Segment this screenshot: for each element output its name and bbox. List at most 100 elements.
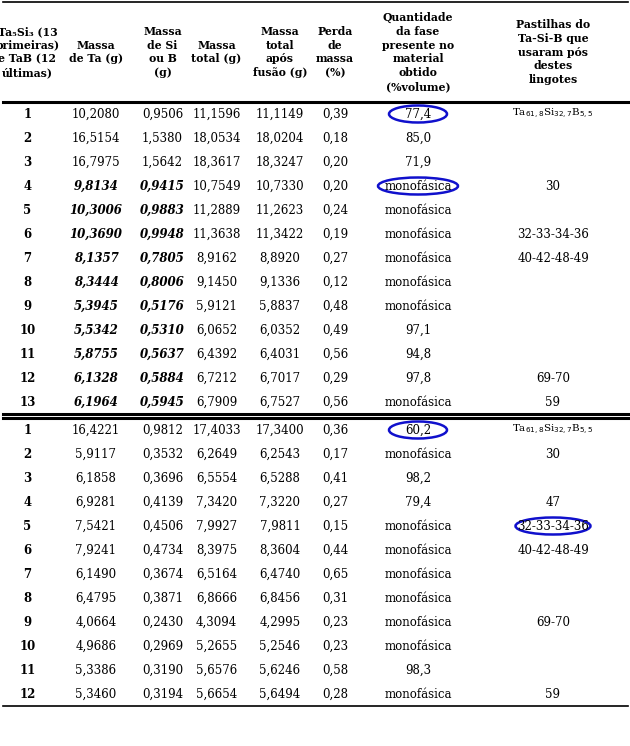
Text: 6,7527: 6,7527	[260, 395, 301, 409]
Text: 5,3460: 5,3460	[76, 688, 117, 700]
Text: 6,1328: 6,1328	[74, 372, 118, 384]
Text: Ta$_{61,8}$Si$_{32,7}$B$_{5,5}$: Ta$_{61,8}$Si$_{32,7}$B$_{5,5}$	[512, 423, 593, 437]
Text: 8,3444: 8,3444	[74, 275, 118, 289]
Text: 7,3220: 7,3220	[260, 495, 301, 509]
Text: 0,8006: 0,8006	[140, 275, 185, 289]
Text: monofásica: monofásica	[384, 448, 452, 460]
Text: 0,58: 0,58	[322, 663, 348, 677]
Text: 0,9812: 0,9812	[142, 424, 183, 436]
Text: 4,0664: 4,0664	[76, 615, 117, 628]
Text: 40-42-48-49: 40-42-48-49	[517, 544, 589, 557]
Text: monofásica: monofásica	[384, 251, 452, 265]
Text: 97,1: 97,1	[405, 324, 431, 336]
Text: 10,7330: 10,7330	[256, 180, 304, 192]
Text: Ta₅Si₃ (13
primeiras)
e TaB (12
últimas): Ta₅Si₃ (13 primeiras) e TaB (12 últimas)	[0, 26, 60, 78]
Text: 6,7017: 6,7017	[260, 372, 301, 384]
Text: 0,27: 0,27	[322, 251, 348, 265]
Text: 8,3975: 8,3975	[196, 544, 237, 557]
Text: 5,8755: 5,8755	[74, 348, 118, 360]
Text: 69-70: 69-70	[536, 372, 570, 384]
Text: 0,3190: 0,3190	[142, 663, 183, 677]
Text: 5,3386: 5,3386	[76, 663, 117, 677]
Text: 0,2430: 0,2430	[142, 615, 183, 628]
Text: 6,0352: 6,0352	[260, 324, 301, 336]
Text: 6,1858: 6,1858	[76, 471, 117, 484]
Text: Pastilhas do
Ta-Si-B que
usaram pós
destes
lingotes: Pastilhas do Ta-Si-B que usaram pós dest…	[516, 19, 590, 85]
Text: 32-33-34-36: 32-33-34-36	[517, 519, 589, 533]
Text: 0,23: 0,23	[322, 615, 348, 628]
Text: 0,39: 0,39	[322, 107, 348, 121]
Text: Quantidade
da fase
presente no
material
obtido
(%volume): Quantidade da fase presente no material …	[382, 12, 454, 92]
Text: 69-70: 69-70	[536, 615, 570, 628]
Text: 6,2543: 6,2543	[260, 448, 301, 460]
Text: 0,41: 0,41	[322, 471, 348, 484]
Text: 8,8920: 8,8920	[260, 251, 301, 265]
Text: 0,2969: 0,2969	[142, 639, 183, 653]
Text: 0,65: 0,65	[322, 568, 348, 580]
Text: 2: 2	[23, 448, 32, 460]
Text: 0,3696: 0,3696	[142, 471, 183, 484]
Text: 10: 10	[20, 324, 36, 336]
Text: 7: 7	[23, 568, 32, 580]
Text: monofásica: monofásica	[384, 592, 452, 604]
Text: 5,6246: 5,6246	[260, 663, 301, 677]
Text: 0,4506: 0,4506	[142, 519, 183, 533]
Text: 97,8: 97,8	[405, 372, 431, 384]
Text: 0,36: 0,36	[322, 424, 348, 436]
Text: 4,2995: 4,2995	[260, 615, 301, 628]
Text: 7: 7	[23, 251, 32, 265]
Text: 0,5945: 0,5945	[140, 395, 185, 409]
Text: 32-33-34-36: 32-33-34-36	[517, 228, 589, 240]
Text: 0,20: 0,20	[322, 180, 348, 192]
Text: 40-42-48-49: 40-42-48-49	[517, 251, 589, 265]
Text: 0,5310: 0,5310	[140, 324, 185, 336]
Text: 1,5380: 1,5380	[142, 131, 183, 145]
Text: 5,5342: 5,5342	[74, 324, 118, 336]
Text: 0,29: 0,29	[322, 372, 348, 384]
Text: 0,15: 0,15	[322, 519, 348, 533]
Text: 0,3871: 0,3871	[142, 592, 183, 604]
Text: 16,5154: 16,5154	[72, 131, 120, 145]
Text: 59: 59	[546, 688, 561, 700]
Text: 7,9811: 7,9811	[260, 519, 301, 533]
Text: 0,17: 0,17	[322, 448, 348, 460]
Text: 8,3604: 8,3604	[260, 544, 301, 557]
Text: 0,48: 0,48	[322, 299, 348, 313]
Text: 7,9241: 7,9241	[76, 544, 117, 557]
Text: 6,9281: 6,9281	[76, 495, 117, 509]
Text: 0,44: 0,44	[322, 544, 348, 557]
Text: 11: 11	[20, 348, 36, 360]
Text: 16,7975: 16,7975	[72, 155, 120, 169]
Text: 0,5637: 0,5637	[140, 348, 185, 360]
Text: 8,9162: 8,9162	[196, 251, 237, 265]
Text: 0,19: 0,19	[322, 228, 348, 240]
Text: 4,3094: 4,3094	[196, 615, 237, 628]
Text: monofásica: monofásica	[384, 639, 452, 653]
Text: 11,3422: 11,3422	[256, 228, 304, 240]
Text: monofásica: monofásica	[384, 299, 452, 313]
Text: 11,2889: 11,2889	[192, 204, 241, 216]
Text: 1: 1	[23, 424, 32, 436]
Text: 11,1149: 11,1149	[256, 107, 304, 121]
Text: 0,56: 0,56	[322, 348, 348, 360]
Text: 0,24: 0,24	[322, 204, 348, 216]
Text: 5,6494: 5,6494	[260, 688, 301, 700]
Text: 8: 8	[23, 275, 32, 289]
Text: 71,9: 71,9	[405, 155, 431, 169]
Text: 10,7549: 10,7549	[192, 180, 241, 192]
Text: 3: 3	[23, 471, 32, 484]
Text: 0,56: 0,56	[322, 395, 348, 409]
Text: 0,3674: 0,3674	[142, 568, 183, 580]
Text: Massa
total (g): Massa total (g)	[192, 40, 242, 64]
Text: monofásica: monofásica	[384, 180, 452, 192]
Text: 0,27: 0,27	[322, 495, 348, 509]
Text: 30: 30	[546, 180, 561, 192]
Text: 5,3945: 5,3945	[74, 299, 118, 313]
Text: 77,4: 77,4	[405, 107, 431, 121]
Text: 17,3400: 17,3400	[256, 424, 304, 436]
Text: monofásica: monofásica	[384, 568, 452, 580]
Text: 10,3006: 10,3006	[69, 204, 122, 216]
Text: monofásica: monofásica	[384, 519, 452, 533]
Text: 5,6576: 5,6576	[196, 663, 237, 677]
Text: 6,4031: 6,4031	[260, 348, 301, 360]
